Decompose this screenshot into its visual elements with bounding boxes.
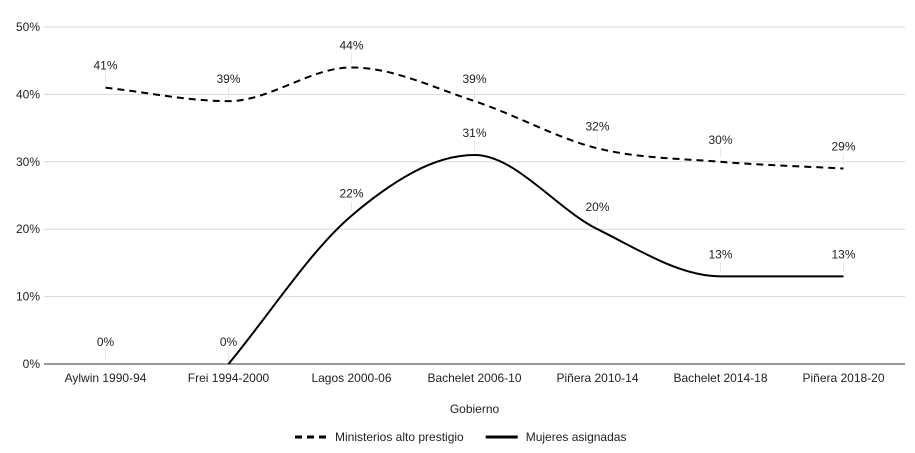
x-tick-label: Frei 1994-2000 — [188, 371, 270, 385]
y-tick-label: 0% — [23, 357, 41, 371]
legend-label: Mujeres asignadas — [526, 430, 627, 444]
x-tick-label: Bachelet 2006-10 — [427, 371, 521, 385]
series-lines — [105, 66, 844, 365]
y-tick-label: 50% — [16, 20, 40, 34]
data-label: 13% — [831, 247, 855, 261]
legend-label: Ministerios alto prestigio — [335, 430, 464, 444]
data-label: 41% — [93, 59, 117, 73]
x-tick-label: Aylwin 1990-94 — [65, 371, 147, 385]
data-label: 22% — [339, 187, 363, 201]
x-tick-label: Piñera 2018-20 — [802, 371, 884, 385]
y-tick-label: 40% — [16, 87, 40, 101]
x-axis-title: Gobierno — [450, 402, 500, 416]
data-label: 13% — [708, 247, 732, 261]
y-axis-ticks: 0% 10% 20% 30% 40% 50% — [16, 20, 40, 371]
data-labels: 41% 39% 44% 39% 32% 30% 29% 0% 0% 22% 31% 20% 13% 13% — [93, 38, 856, 360]
y-tick-label: 20% — [16, 222, 40, 236]
x-tick-label: Lagos 2000-06 — [311, 371, 391, 385]
y-tick-label: 10% — [16, 290, 40, 304]
data-label: 30% — [708, 133, 732, 147]
data-label: 20% — [585, 200, 609, 214]
data-label: 31% — [462, 126, 486, 140]
data-label: 32% — [585, 119, 609, 133]
data-label: 29% — [831, 140, 855, 154]
series-line-ministerios — [105, 66, 844, 170]
data-label: 39% — [216, 72, 240, 86]
data-label: 44% — [339, 38, 363, 52]
data-label: 39% — [462, 72, 486, 86]
data-label: 0% — [97, 335, 115, 349]
y-tick-label: 30% — [16, 155, 40, 169]
legend: Ministerios alto prestigio Mujeres asigna… — [295, 430, 626, 444]
series-line-mujeres — [227, 154, 844, 365]
x-tick-label: Piñera 2010-14 — [556, 371, 638, 385]
x-tick-label: Bachelet 2014-18 — [673, 371, 767, 385]
x-axis-ticks: Aylwin 1990-94 Frei 1994-2000 Lagos 2000-0… — [65, 371, 885, 385]
data-label: 0% — [220, 335, 238, 349]
